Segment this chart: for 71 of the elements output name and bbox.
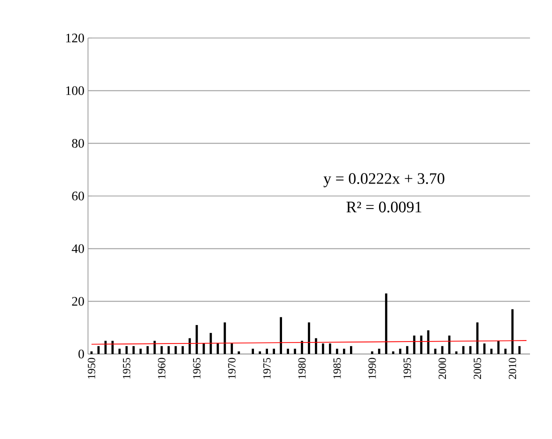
bar: [504, 348, 507, 354]
y-tick-label: 60: [72, 192, 84, 200]
bar: [378, 348, 380, 354]
x-tick-label: 1990: [368, 358, 376, 378]
bar: [174, 346, 177, 354]
bar: [385, 293, 388, 354]
y-tick-label: 20: [72, 296, 84, 306]
x-tick-label: 1980: [298, 358, 306, 378]
x-tick-label: 1965: [193, 358, 200, 378]
bar: [160, 346, 163, 354]
bar: [132, 346, 135, 354]
bar: [168, 346, 170, 354]
annotation: y = 0.0222x + 3.70: [324, 173, 444, 188]
bar: [182, 346, 184, 354]
bar: [328, 343, 332, 354]
bar: [434, 348, 436, 354]
bar: [196, 325, 198, 354]
bar: [448, 336, 450, 354]
x-tick-label: 1960: [158, 358, 166, 378]
x-tick-label: 1985: [333, 358, 341, 378]
bar: [469, 346, 472, 354]
bar: [230, 343, 233, 354]
bar: [97, 346, 100, 354]
y-tick-label: 40: [72, 244, 84, 254]
bar: [462, 346, 464, 354]
bar: [342, 348, 346, 354]
x-tick-label: 1995: [404, 358, 411, 378]
bar: [490, 348, 493, 354]
y-tick-label: 0: [78, 350, 84, 358]
x-tick-label: 2010: [508, 358, 516, 379]
bar: [140, 348, 142, 354]
bar: [210, 332, 212, 354]
bar: [511, 309, 514, 354]
bar: [266, 348, 268, 354]
bar: [252, 348, 254, 354]
y-tick-label: 100: [66, 86, 84, 96]
bar: [294, 348, 296, 354]
y-tick-label: 80: [72, 138, 84, 148]
bar: [216, 343, 219, 354]
bar: [118, 348, 121, 354]
bar: [272, 348, 276, 354]
bar: [406, 346, 408, 354]
bar: [146, 346, 149, 354]
bar: [413, 336, 416, 354]
bar: [455, 351, 458, 354]
bar: [427, 330, 430, 354]
bar: [188, 338, 191, 354]
bar: [238, 351, 240, 354]
bar: [322, 343, 324, 354]
x-tick-label: 2005: [474, 358, 482, 379]
bar: [286, 348, 290, 354]
annotation: R² = 0.0091: [346, 202, 422, 212]
x-tick-label: 1975: [263, 358, 271, 378]
bar: [483, 343, 486, 354]
x-tick-label: 2000: [438, 358, 446, 379]
bar: [392, 351, 394, 354]
bar: [154, 340, 156, 354]
x-tick-label: 1950: [88, 358, 96, 378]
bar: [420, 336, 422, 354]
bar: [202, 343, 205, 354]
bar: [350, 346, 352, 354]
y-tick-label: 120: [66, 34, 84, 42]
bar: [497, 340, 500, 354]
bar: [441, 346, 444, 354]
x-tick-label: 1970: [228, 358, 236, 378]
bar: [518, 346, 521, 354]
bar: [399, 348, 402, 354]
bar: [224, 322, 226, 354]
x-tick-label: 1955: [122, 358, 130, 378]
bar: [336, 348, 338, 354]
bar: [125, 346, 128, 354]
